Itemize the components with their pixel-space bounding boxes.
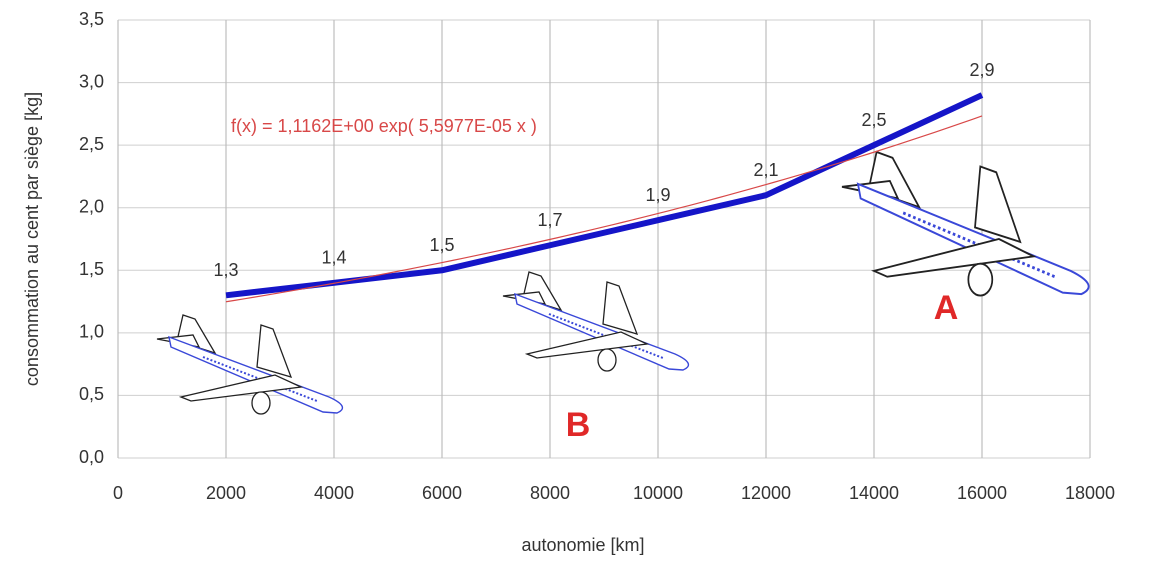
data-label: 1,3 bbox=[213, 260, 238, 280]
x-tick-label: 10000 bbox=[633, 483, 683, 503]
data-label: 2,5 bbox=[861, 110, 886, 130]
data-label: 2,1 bbox=[753, 160, 778, 180]
annotation: B bbox=[566, 406, 591, 444]
x-tick-label: 2000 bbox=[206, 483, 246, 503]
data-label: 1,5 bbox=[429, 235, 454, 255]
y-tick-label: 0,5 bbox=[79, 384, 104, 404]
data-label: 2,9 bbox=[969, 60, 994, 80]
x-tick-label: 12000 bbox=[741, 483, 791, 503]
y-tick-label: 1,5 bbox=[79, 259, 104, 279]
y-axis-title: consommation au cent par siège [kg] bbox=[22, 92, 42, 386]
x-axis-title: autonomie [km] bbox=[521, 535, 644, 555]
y-tick-label: 3,5 bbox=[79, 9, 104, 29]
data-label: 1,4 bbox=[321, 248, 346, 268]
trendline-label: f(x) = 1,1162E+00 exp( 5,5977E-05 x ) bbox=[231, 116, 537, 136]
airplane bbox=[502, 271, 690, 372]
trendline bbox=[225, 115, 983, 303]
y-tick-label: 2,5 bbox=[79, 134, 104, 154]
x-tick-label: 18000 bbox=[1065, 483, 1115, 503]
airplane bbox=[840, 150, 1091, 298]
x-tick-label: 16000 bbox=[957, 483, 1007, 503]
x-tick-label: 8000 bbox=[530, 483, 570, 503]
airplanes bbox=[156, 150, 1091, 415]
x-tick-label: 0 bbox=[113, 483, 123, 503]
y-tick-label: 1,0 bbox=[79, 322, 104, 342]
data-label: 1,7 bbox=[537, 210, 562, 230]
airplane bbox=[156, 314, 344, 415]
x-tick-label: 4000 bbox=[314, 483, 354, 503]
data-label: 1,9 bbox=[645, 185, 670, 205]
y-tick-label: 2,0 bbox=[79, 196, 104, 216]
annotation: A bbox=[934, 289, 959, 327]
y-tick-label: 0,0 bbox=[79, 447, 104, 467]
x-tick-label: 6000 bbox=[422, 483, 462, 503]
data-line bbox=[225, 92, 984, 299]
y-tick-label: 3,0 bbox=[79, 71, 104, 91]
x-tick-label: 14000 bbox=[849, 483, 899, 503]
